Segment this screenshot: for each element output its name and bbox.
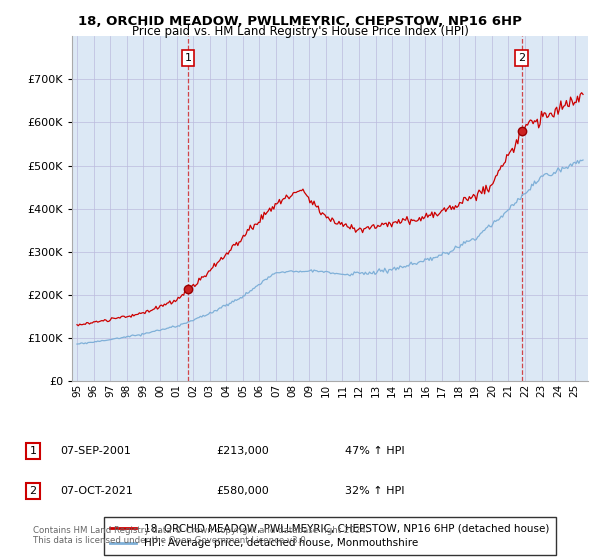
Text: 2: 2 [29,486,37,496]
Text: £213,000: £213,000 [216,446,269,456]
Text: 1: 1 [29,446,37,456]
Text: 47% ↑ HPI: 47% ↑ HPI [345,446,404,456]
Text: 07-SEP-2001: 07-SEP-2001 [60,446,131,456]
Text: Contains HM Land Registry data © Crown copyright and database right 2024.: Contains HM Land Registry data © Crown c… [33,526,368,535]
Text: 18, ORCHID MEADOW, PWLLMEYRIC, CHEPSTOW, NP16 6HP: 18, ORCHID MEADOW, PWLLMEYRIC, CHEPSTOW,… [78,15,522,27]
Text: 1: 1 [185,53,191,63]
Text: This data is licensed under the Open Government Licence v3.0.: This data is licensed under the Open Gov… [33,536,308,545]
Text: 07-OCT-2021: 07-OCT-2021 [60,486,133,496]
Text: 32% ↑ HPI: 32% ↑ HPI [345,486,404,496]
Text: 2: 2 [518,53,525,63]
Legend: 18, ORCHID MEADOW, PWLLMEYRIC, CHEPSTOW, NP16 6HP (detached house), HPI: Average: 18, ORCHID MEADOW, PWLLMEYRIC, CHEPSTOW,… [104,517,556,554]
Text: Price paid vs. HM Land Registry's House Price Index (HPI): Price paid vs. HM Land Registry's House … [131,25,469,38]
Text: £580,000: £580,000 [216,486,269,496]
